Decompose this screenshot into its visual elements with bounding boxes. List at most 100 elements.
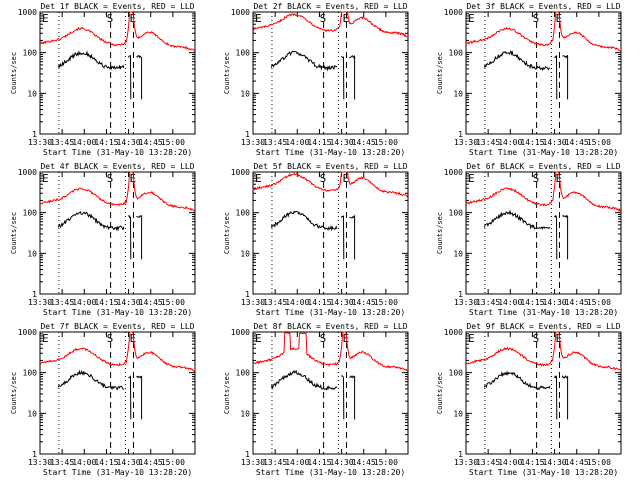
y-tick-label: 100 bbox=[236, 209, 251, 218]
y-tick-label: 1 bbox=[32, 290, 37, 299]
x-tick-label: 13:30 bbox=[28, 138, 52, 147]
x-tick-label: 14:00 bbox=[285, 138, 309, 147]
plot-frame bbox=[465, 331, 622, 455]
marker-label: S bbox=[320, 172, 327, 185]
y-tick-label: 10 bbox=[240, 409, 250, 418]
y-tick-label: 1 bbox=[458, 450, 463, 459]
x-tick-label: 15:00 bbox=[161, 138, 185, 147]
x-tick-label: 14:00 bbox=[72, 298, 96, 307]
marker-label: E bbox=[255, 172, 262, 185]
y-tick-label: 1000 bbox=[18, 8, 37, 17]
y-tick-label: 1000 bbox=[444, 8, 463, 17]
y-tick-label: 10 bbox=[27, 89, 37, 98]
x-tick-label: 13:45 bbox=[476, 298, 500, 307]
x-tick-label: 15:00 bbox=[161, 298, 185, 307]
series-events-black bbox=[483, 49, 551, 72]
x-tick-label: 14:15 bbox=[520, 458, 544, 467]
y-axis-label: Counts/sec bbox=[10, 372, 18, 414]
x-tick-label: 14:30 bbox=[330, 458, 354, 467]
x-tick-label: 14:00 bbox=[498, 458, 522, 467]
series-lld-red bbox=[39, 11, 196, 52]
x-tick-label: 14:15 bbox=[94, 138, 118, 147]
y-tick-label: 10 bbox=[27, 249, 37, 258]
x-axis-label: Start Time (31-May-10 13:28:20) bbox=[469, 148, 618, 157]
x-tick-label: 15:00 bbox=[374, 298, 398, 307]
y-tick-label: 1000 bbox=[231, 168, 250, 177]
x-tick-label: 13:30 bbox=[454, 298, 478, 307]
x-tick-label: 14:45 bbox=[139, 298, 163, 307]
y-tick-label: 100 bbox=[23, 369, 38, 378]
x-tick-label: 15:00 bbox=[587, 298, 611, 307]
series-lld-red bbox=[465, 11, 622, 52]
series-events-black bbox=[270, 210, 338, 232]
x-tick-label: 14:15 bbox=[307, 138, 331, 147]
series-lld-red bbox=[252, 11, 409, 38]
x-axis-label: Start Time (31-May-10 13:28:20) bbox=[469, 468, 618, 477]
x-tick-label: 15:00 bbox=[161, 458, 185, 467]
x-tick-label: 14:00 bbox=[498, 138, 522, 147]
y-axis-label: Counts/sec bbox=[223, 212, 231, 254]
plot-frame bbox=[39, 11, 196, 135]
series-events-black bbox=[483, 370, 551, 391]
marker-label: E bbox=[555, 12, 562, 25]
x-tick-label: 14:45 bbox=[352, 298, 376, 307]
x-tick-label: 13:30 bbox=[28, 458, 52, 467]
x-axis-label: Start Time (31-May-10 13:28:20) bbox=[43, 308, 192, 317]
y-axis-label: Counts/sec bbox=[223, 372, 231, 414]
x-tick-label: 13:45 bbox=[50, 138, 74, 147]
series-events-black bbox=[57, 369, 124, 391]
series-lld-red bbox=[252, 331, 409, 372]
marker-label: E bbox=[555, 332, 562, 345]
y-tick-label: 100 bbox=[449, 369, 464, 378]
y-tick-label: 1 bbox=[32, 450, 37, 459]
marker-label: E bbox=[129, 332, 136, 345]
x-tick-label: 14:15 bbox=[94, 298, 118, 307]
x-axis-label: Start Time (31-May-10 13:28:20) bbox=[43, 148, 192, 157]
x-tick-label: 13:45 bbox=[263, 138, 287, 147]
x-axis-label: Start Time (31-May-10 13:28:20) bbox=[43, 468, 192, 477]
panel-title: Det 3f BLACK = Events, RED = LLD bbox=[466, 2, 620, 11]
series-events-black bbox=[349, 54, 356, 100]
y-tick-label: 100 bbox=[449, 209, 464, 218]
y-tick-label: 1000 bbox=[444, 168, 463, 177]
panel-2: 1 10 100 1000 13:3013:4514:0014:1514:3014:45… bbox=[223, 2, 409, 157]
x-tick-label: 13:30 bbox=[241, 298, 265, 307]
x-axis-label: Start Time (31-May-10 13:28:20) bbox=[256, 148, 405, 157]
y-axis-label: Counts/sec bbox=[436, 52, 444, 94]
x-tick-label: 13:30 bbox=[28, 298, 52, 307]
marker-label: E bbox=[468, 12, 475, 25]
marker-label: S bbox=[107, 172, 114, 185]
series-lld-red bbox=[39, 171, 196, 212]
series-events-black bbox=[136, 375, 143, 420]
y-tick-label: 1 bbox=[245, 290, 250, 299]
y-tick-label: 1000 bbox=[444, 328, 463, 337]
marker-label: E bbox=[129, 172, 136, 185]
y-tick-label: 100 bbox=[23, 49, 38, 58]
series-lld-red bbox=[465, 171, 622, 213]
marker-label: E bbox=[42, 332, 49, 345]
series-events-black bbox=[127, 55, 132, 100]
panel-7: 1 10 100 1000 13:3013:4514:0014:1514:3014:45… bbox=[10, 322, 196, 477]
x-tick-label: 13:45 bbox=[476, 458, 500, 467]
x-tick-label: 14:00 bbox=[285, 298, 309, 307]
y-tick-label: 10 bbox=[27, 409, 37, 418]
x-tick-label: 14:30 bbox=[117, 298, 141, 307]
x-tick-label: 13:30 bbox=[454, 458, 478, 467]
x-tick-label: 13:30 bbox=[241, 138, 265, 147]
panel-title: Det 8f BLACK = Events, RED = LLD bbox=[253, 322, 407, 331]
y-tick-label: 1 bbox=[32, 130, 37, 139]
panel-4: 1 10 100 1000 13:3013:4514:0014:1514:3014:45… bbox=[10, 162, 196, 317]
series-events-black bbox=[340, 375, 345, 420]
y-tick-label: 10 bbox=[453, 89, 463, 98]
x-tick-label: 14:15 bbox=[94, 458, 118, 467]
series-events-black bbox=[340, 55, 345, 100]
x-tick-label: 14:45 bbox=[139, 138, 163, 147]
panel-6: 1 10 100 1000 13:3013:4514:0014:1514:3014:45… bbox=[436, 162, 622, 317]
x-tick-label: 13:45 bbox=[476, 138, 500, 147]
marker-label: E bbox=[468, 172, 475, 185]
marker-label: E bbox=[342, 332, 349, 345]
panel-title: Det 5f BLACK = Events, RED = LLD bbox=[253, 162, 407, 171]
series-lld-red bbox=[465, 331, 622, 371]
x-tick-label: 13:45 bbox=[263, 458, 287, 467]
